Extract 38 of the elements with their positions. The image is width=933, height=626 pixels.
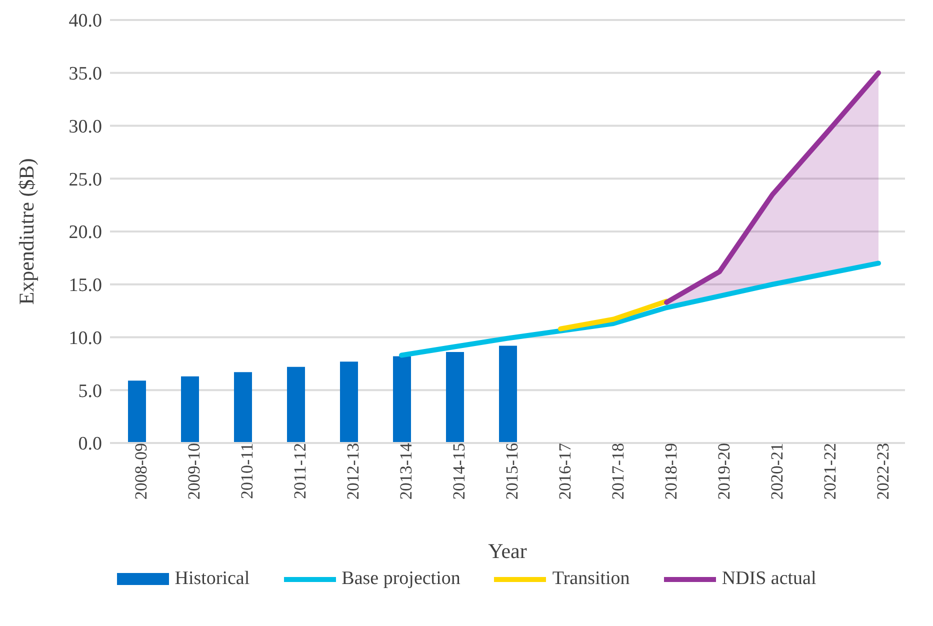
y-tick-label: 5.0 bbox=[78, 380, 102, 402]
x-tick-label: 2017-18 bbox=[608, 443, 628, 500]
bar bbox=[234, 372, 252, 443]
legend-label: Base projection bbox=[342, 568, 460, 590]
x-tick-label: 2022-23 bbox=[874, 443, 893, 500]
x-tick-label: 2021-22 bbox=[820, 443, 840, 500]
x-tick-label: 2011-12 bbox=[290, 443, 310, 500]
bar bbox=[128, 380, 146, 443]
y-tick-label: 10.0 bbox=[68, 328, 102, 349]
x-tick-label: 2020-21 bbox=[768, 443, 787, 500]
x-tick-label: 2018-19 bbox=[662, 443, 681, 500]
y-tick-label: 15.0 bbox=[68, 275, 102, 296]
bar bbox=[446, 352, 464, 443]
bar bbox=[287, 366, 305, 443]
x-tick-label: 2008-09 bbox=[132, 443, 151, 500]
x-tick-label: 2019-20 bbox=[714, 443, 734, 500]
x-tick-label: 2014-15 bbox=[450, 443, 469, 500]
legend-label: NDIS actual bbox=[722, 568, 816, 590]
legend-label: Transition bbox=[552, 568, 630, 590]
y-tick-label: 35.0 bbox=[68, 64, 102, 85]
y-tick-label: 30.0 bbox=[68, 116, 102, 138]
y-tick-label: 0.0 bbox=[78, 434, 102, 455]
bar bbox=[499, 346, 517, 443]
y-tick-label: 40.0 bbox=[68, 10, 102, 32]
bar bbox=[340, 362, 358, 443]
x-tick-label: 2013-14 bbox=[396, 442, 416, 500]
legend-label: Historical bbox=[174, 568, 250, 590]
x-tick-label: 2009-10 bbox=[184, 443, 204, 500]
x-tick-label: 2012-13 bbox=[344, 443, 363, 500]
bar bbox=[393, 356, 411, 443]
x-axis-title: Year bbox=[488, 539, 527, 563]
x-tick-label: 2016-17 bbox=[556, 442, 575, 500]
y-tick-label: 25.0 bbox=[68, 169, 102, 190]
y-axis-title: Expendiutre ($B) bbox=[14, 158, 38, 305]
y-tick-label: 20.0 bbox=[68, 222, 102, 244]
x-tick-label: 2010-11 bbox=[238, 443, 257, 500]
bar bbox=[181, 376, 199, 443]
x-tick-label: 2015-16 bbox=[502, 443, 522, 500]
